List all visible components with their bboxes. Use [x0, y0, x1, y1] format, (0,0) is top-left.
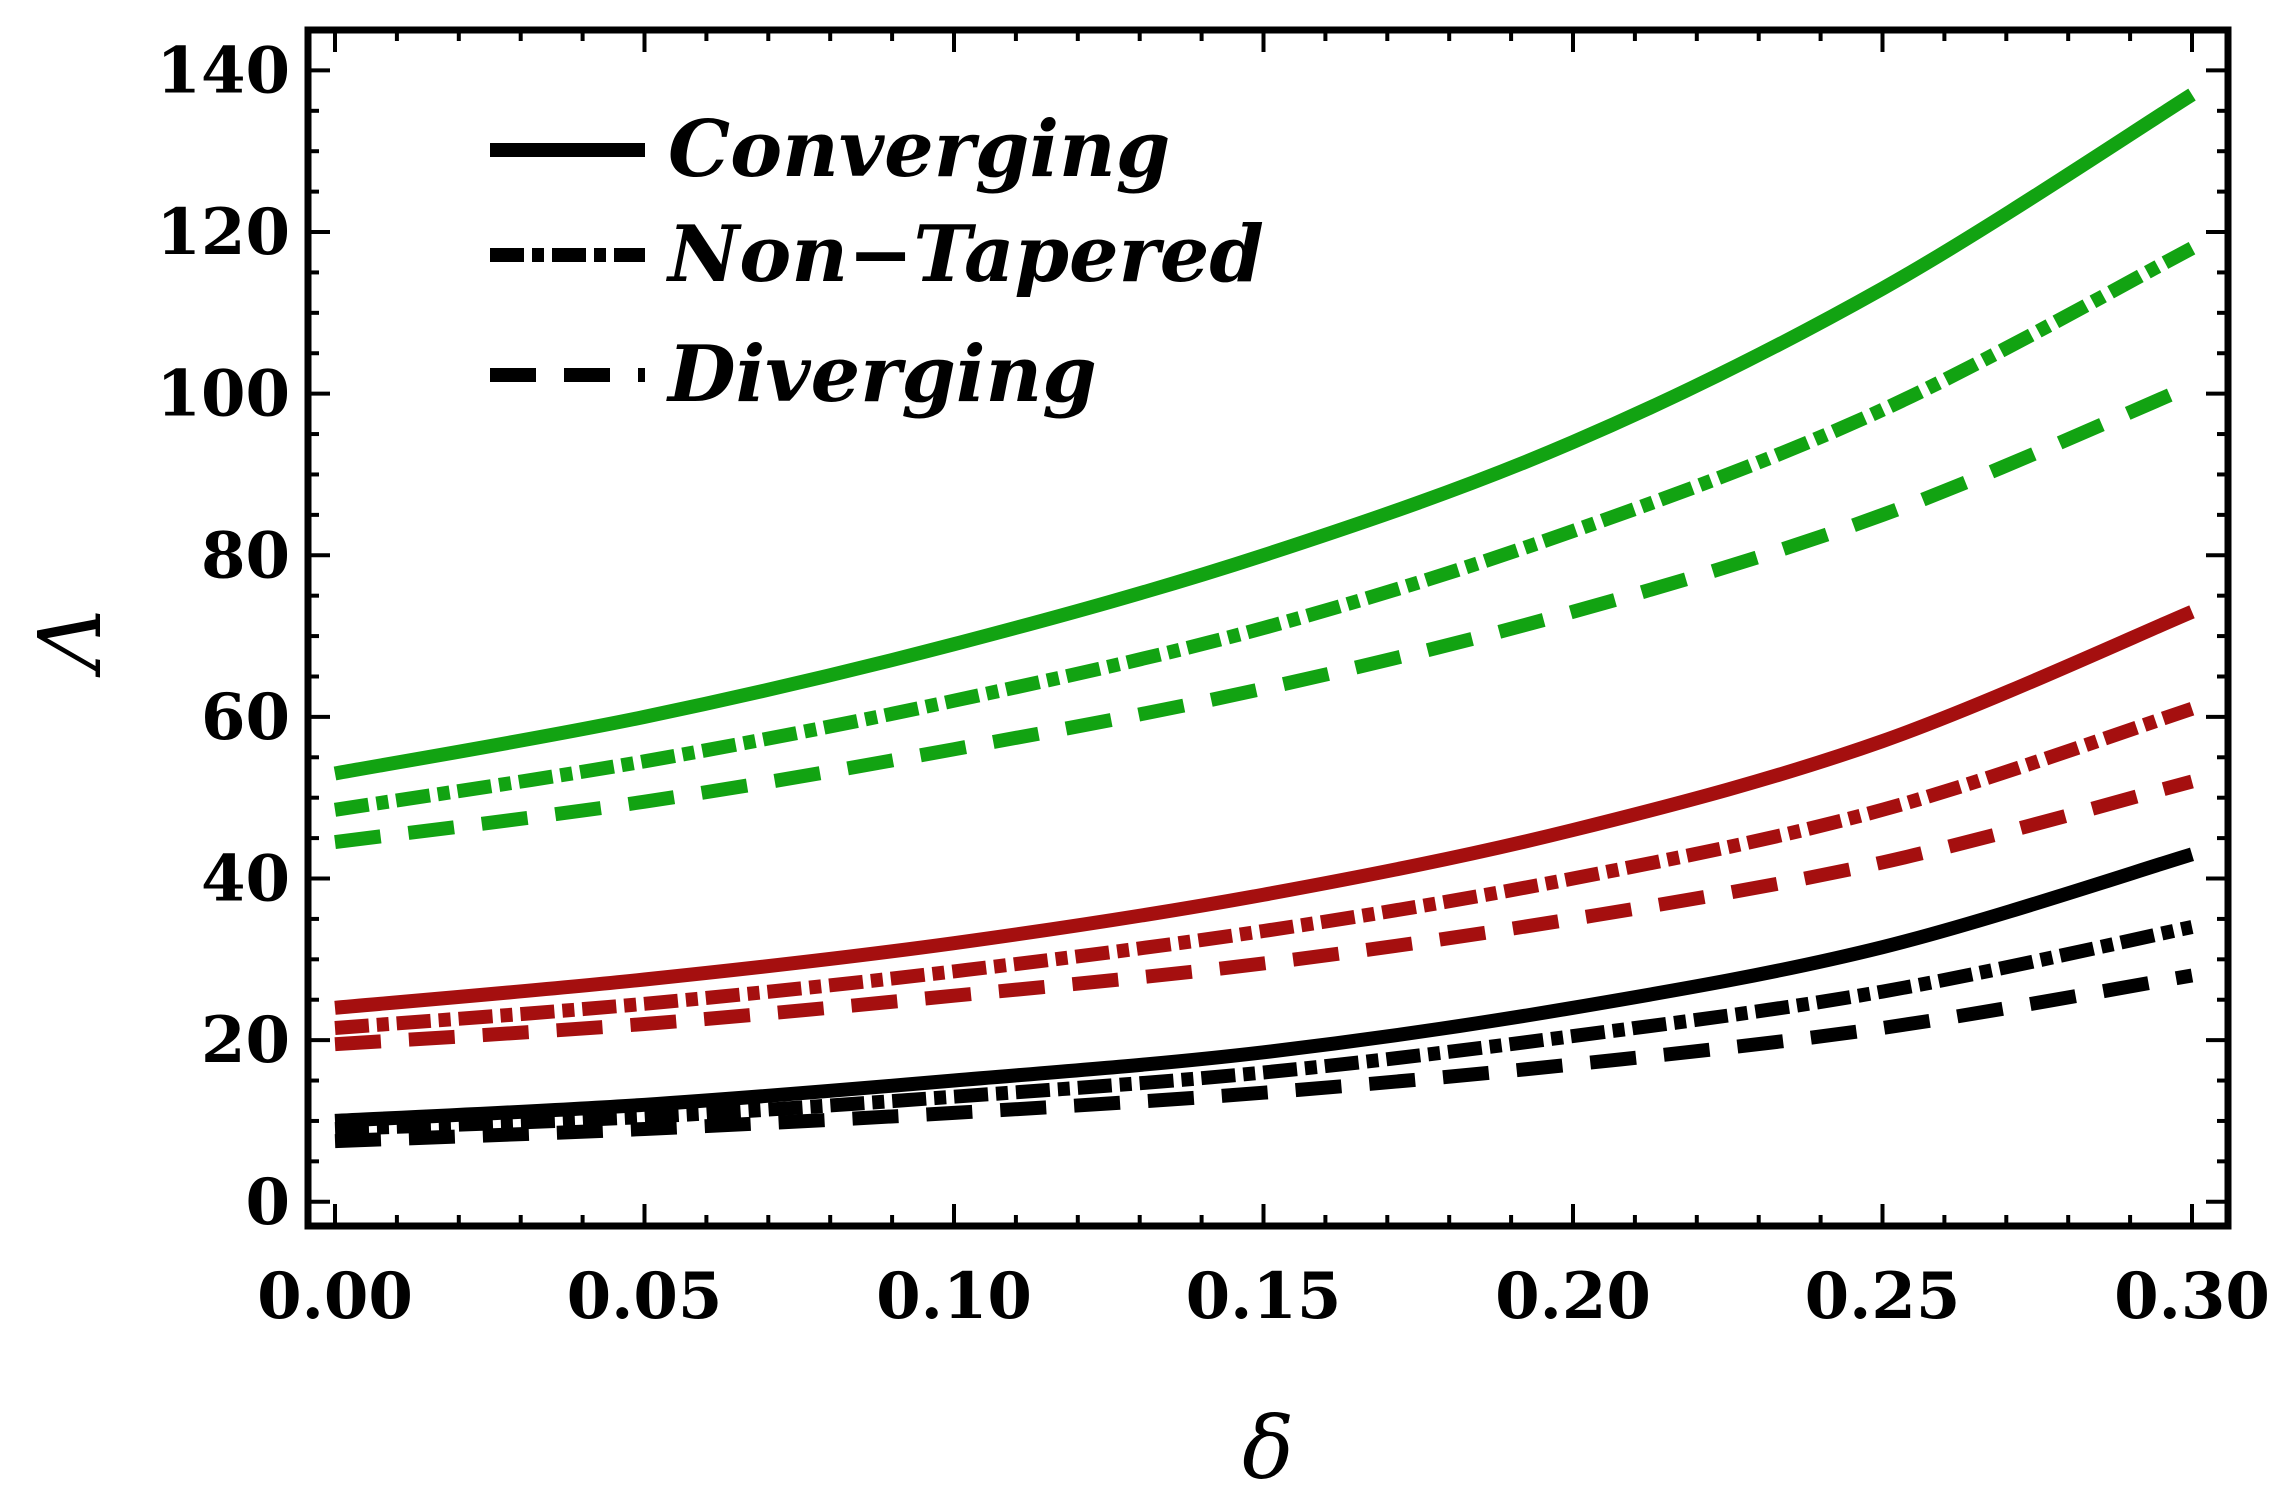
series-line-diverging-black	[334, 968, 2194, 1149]
x-tick-label: 0.05	[567, 1259, 723, 1334]
series-line-converging-green	[333, 88, 2196, 781]
y-tick-label: 100	[156, 357, 290, 432]
y-tick-label: 0	[245, 1165, 290, 1240]
x-tick-label: 0.10	[876, 1259, 1032, 1334]
x-tick-label: 0.25	[1805, 1259, 1961, 1334]
tick-labels-layer: 0.00 0.05 0.10 0.15 0.20 0.25 0.30 0 20 40 60 80 100…	[156, 33, 2270, 1334]
legend-label-diverging: Diverging	[666, 329, 1097, 420]
series-line-non-tapered-green	[333, 241, 2196, 817]
series-line-diverging-red	[334, 774, 2194, 1052]
ticks-layer	[308, 28, 2228, 1226]
series-line-converging-black	[334, 847, 2195, 1128]
y-tick-label: 80	[201, 518, 290, 593]
x-tick-label: 0.20	[1495, 1259, 1651, 1334]
y-tick-label: 120	[156, 195, 290, 270]
series-line-non-tapered-red	[334, 702, 2195, 1035]
x-tick-label: 0.30	[2114, 1259, 2270, 1334]
legend: Converging Non−Tapered Diverging	[490, 104, 1264, 420]
x-tick-label: 0.15	[1186, 1259, 1342, 1334]
series-line-converging-red	[334, 605, 2195, 1015]
y-tick-label: 40	[201, 842, 290, 917]
x-tick-label: 0.00	[257, 1259, 413, 1334]
y-axis-label: Λ	[21, 609, 121, 678]
series-line-diverging-green	[334, 379, 2195, 850]
legend-label-converging: Converging	[668, 104, 1170, 195]
plot-frame	[304, 26, 2232, 1230]
series-layer	[333, 88, 2196, 1149]
series-line-non-tapered-black	[334, 920, 2194, 1136]
y-tick-label: 60	[201, 680, 290, 755]
legend-label-non-tapered: Non−Tapered	[665, 209, 1264, 300]
x-axis-label: δ	[1242, 1399, 1294, 1499]
y-tick-label: 140	[156, 33, 290, 108]
y-tick-label: 20	[201, 1003, 290, 1078]
